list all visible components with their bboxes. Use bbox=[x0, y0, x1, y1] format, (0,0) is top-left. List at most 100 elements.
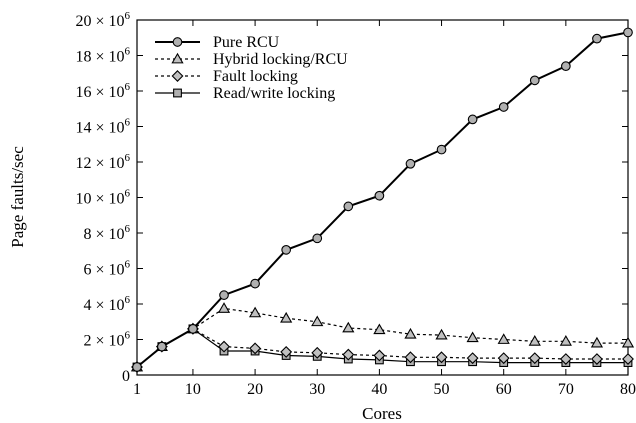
diamond-marker bbox=[373, 349, 386, 362]
series-layer bbox=[130, 27, 635, 373]
triangle-marker bbox=[559, 335, 572, 346]
y-tick-mantissa: 4 × 10 bbox=[83, 297, 124, 314]
y-tick-label: 14 × 106 bbox=[75, 117, 130, 137]
y-tick-label: 0 bbox=[122, 368, 130, 385]
triangle-marker bbox=[342, 321, 355, 333]
y-tick-label: 2 × 106 bbox=[83, 330, 130, 350]
y-tick-mantissa: 20 × 10 bbox=[75, 13, 124, 30]
y-tick-exponent: 6 bbox=[125, 117, 131, 129]
circle-marker bbox=[405, 158, 416, 169]
legend-label: Read/write locking bbox=[213, 85, 335, 102]
diamond-marker bbox=[404, 351, 417, 364]
legend-label: Fault locking bbox=[213, 68, 298, 85]
y-tick-exponent: 6 bbox=[125, 152, 131, 164]
circle-marker bbox=[172, 37, 183, 47]
triangle-marker bbox=[404, 327, 417, 339]
x-tick-label: 10 bbox=[185, 381, 201, 398]
x-tick-label: 70 bbox=[558, 381, 574, 398]
diamond-marker bbox=[435, 351, 448, 364]
y-tick-mantissa: 0 bbox=[122, 368, 130, 385]
y-tick-mantissa: 16 × 10 bbox=[75, 84, 124, 101]
y-tick-mantissa: 8 × 10 bbox=[83, 226, 124, 243]
diamond-marker bbox=[497, 352, 510, 365]
y-tick-exponent: 6 bbox=[125, 81, 131, 93]
y-tick-mantissa: 18 × 10 bbox=[75, 49, 124, 66]
x-axis: 1 10 20 30 40 50 60 70 80 bbox=[133, 20, 636, 398]
series-hybrid-locking-rcu bbox=[130, 302, 635, 372]
y-tick-exponent: 6 bbox=[125, 330, 131, 342]
diamond-marker bbox=[311, 346, 324, 359]
triangle-marker bbox=[280, 311, 293, 323]
x-axis-label: Cores bbox=[362, 404, 402, 423]
y-tick-mantissa: 2 × 10 bbox=[83, 333, 124, 350]
circle-marker bbox=[219, 290, 229, 300]
series-line bbox=[136, 307, 628, 368]
diamond-marker bbox=[218, 340, 230, 353]
legend-label: Hybrid locking/RCU bbox=[213, 51, 348, 68]
diamond-marker bbox=[280, 345, 293, 358]
triangle-marker bbox=[373, 323, 386, 335]
y-tick-label: 4 × 106 bbox=[83, 294, 130, 314]
circle-marker bbox=[343, 201, 354, 212]
y-tick-label: 20 × 106 bbox=[75, 10, 130, 30]
diamond-marker bbox=[249, 342, 262, 355]
triangle-marker bbox=[590, 336, 604, 348]
y-tick-label: 6 × 106 bbox=[83, 259, 130, 279]
circle-marker bbox=[592, 33, 602, 44]
circle-marker bbox=[436, 144, 447, 155]
circle-marker bbox=[529, 75, 540, 86]
y-tick-label: 8 × 106 bbox=[83, 223, 130, 243]
y-tick-exponent: 6 bbox=[125, 223, 131, 235]
x-tick-label: 50 bbox=[434, 381, 450, 398]
y-tick-mantissa: 14 × 10 bbox=[75, 120, 124, 137]
x-tick-label: 80 bbox=[620, 381, 636, 398]
y-tick-label: 18 × 106 bbox=[75, 46, 130, 66]
x-tick-label: 40 bbox=[371, 381, 387, 398]
square-marker bbox=[173, 88, 182, 98]
circle-marker bbox=[374, 190, 385, 201]
circle-marker bbox=[498, 102, 509, 112]
y-tick-exponent: 6 bbox=[125, 294, 131, 306]
legend-label: Pure RCU bbox=[213, 34, 280, 51]
y-tick-exponent: 6 bbox=[125, 10, 131, 22]
diamond-marker bbox=[466, 352, 479, 365]
circle-marker bbox=[560, 61, 571, 72]
circle-marker bbox=[250, 278, 260, 289]
diamond-marker bbox=[622, 353, 634, 365]
x-tick-label: 60 bbox=[496, 381, 512, 398]
triangle-marker bbox=[435, 328, 448, 340]
triangle-marker bbox=[621, 336, 635, 348]
y-tick-mantissa: 10 × 10 bbox=[75, 191, 124, 208]
series-pure-rcu bbox=[132, 27, 633, 372]
circle-marker bbox=[132, 362, 142, 372]
circle-marker bbox=[188, 324, 198, 334]
diamond-marker bbox=[590, 353, 603, 365]
x-tick-label: 1 bbox=[133, 381, 141, 398]
diamond-marker bbox=[342, 348, 355, 361]
y-tick-label: 16 × 106 bbox=[75, 81, 130, 101]
y-tick-label: 12 × 106 bbox=[75, 152, 130, 172]
circle-marker bbox=[467, 114, 478, 125]
triangle-marker bbox=[311, 315, 324, 327]
series-line bbox=[136, 31, 629, 368]
triangle-marker bbox=[497, 333, 510, 344]
y-tick-mantissa: 12 × 10 bbox=[75, 155, 124, 172]
diamond-marker bbox=[559, 353, 572, 365]
triangle-marker bbox=[171, 52, 184, 64]
diamond-marker bbox=[528, 352, 541, 365]
y-tick-exponent: 6 bbox=[125, 46, 131, 58]
x-tick-label: 20 bbox=[247, 381, 263, 398]
circle-marker bbox=[281, 245, 292, 255]
x-tick-label: 30 bbox=[309, 381, 325, 398]
y-tick-exponent: 6 bbox=[125, 188, 131, 200]
y-tick-mantissa: 6 × 10 bbox=[83, 262, 124, 279]
triangle-marker bbox=[248, 306, 262, 318]
circle-marker bbox=[623, 27, 633, 38]
y-tick-exponent: 6 bbox=[125, 259, 131, 271]
y-axis-label: Page faults/sec bbox=[8, 146, 27, 248]
circle-marker bbox=[157, 341, 167, 352]
circle-marker bbox=[312, 233, 323, 244]
